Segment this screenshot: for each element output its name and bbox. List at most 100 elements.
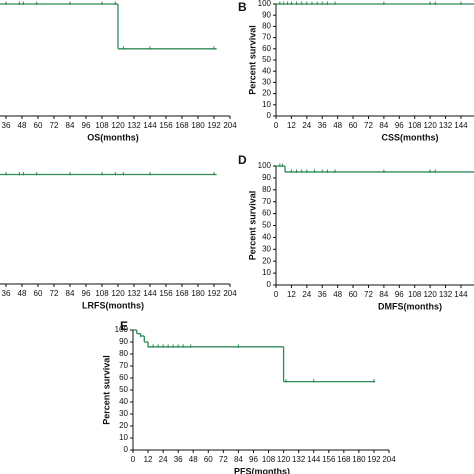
x-tick-label: 168 xyxy=(337,455,351,464)
x-tick-label: 168 xyxy=(175,121,189,130)
x-tick-label: 192 xyxy=(367,455,381,464)
x-tick-label: 156 xyxy=(159,289,173,298)
x-tick-label: 96 xyxy=(249,455,258,464)
y-tick-label: 10 xyxy=(262,100,271,109)
y-tick-label: 20 xyxy=(262,256,271,265)
y-tick-label: 20 xyxy=(119,421,128,430)
x-tick-label: 48 xyxy=(333,121,342,130)
x-tick-label: 96 xyxy=(395,290,404,299)
x-tick-label: 108 xyxy=(262,455,276,464)
y-axis-label: Percent survival xyxy=(247,191,257,261)
x-tick-label: 72 xyxy=(364,121,373,130)
x-tick-label: 60 xyxy=(34,289,43,298)
y-tick-label: 60 xyxy=(119,373,128,382)
y-tick-label: 70 xyxy=(119,361,128,370)
x-tick-label: 120 xyxy=(111,289,125,298)
x-tick-label: 120 xyxy=(111,121,125,130)
x-tick-label: 132 xyxy=(127,289,141,298)
x-tick-label: 48 xyxy=(18,121,27,130)
y-tick-label: 20 xyxy=(262,89,271,98)
y-tick-label: 30 xyxy=(119,409,128,418)
x-tick-label: 192 xyxy=(207,121,221,130)
x-tick-label: 96 xyxy=(82,289,91,298)
y-tick-label: 50 xyxy=(262,221,271,230)
x-tick-label: 84 xyxy=(379,121,388,130)
x-tick-label: 144 xyxy=(454,290,468,299)
x-tick-label: 24 xyxy=(159,455,168,464)
x-tick-label: 72 xyxy=(50,121,59,130)
y-tick-label: 0 xyxy=(267,280,272,289)
x-tick-label: 24 xyxy=(302,290,311,299)
x-tick-label: 168 xyxy=(175,289,189,298)
y-axis-label: Percent survival xyxy=(101,355,111,425)
x-tick-label: 180 xyxy=(191,289,205,298)
x-tick-label: 36 xyxy=(2,121,11,130)
x-axis-label: CSS(months) xyxy=(382,132,439,142)
x-tick-label: 12 xyxy=(287,121,296,130)
x-axis-label: PFS(months) xyxy=(234,466,290,474)
y-tick-label: 30 xyxy=(262,244,271,253)
y-tick-label: 80 xyxy=(262,185,271,194)
x-tick-label: 132 xyxy=(439,121,453,130)
x-tick-label: 120 xyxy=(277,455,291,464)
x-tick-label: 108 xyxy=(408,290,422,299)
y-tick-label: 90 xyxy=(262,173,271,182)
y-tick-label: 10 xyxy=(119,433,128,442)
y-tick-label: 10 xyxy=(262,268,271,277)
x-tick-label: 96 xyxy=(82,121,91,130)
x-tick-label: 84 xyxy=(66,121,75,130)
x-tick-label: 144 xyxy=(143,121,157,130)
y-tick-label: 100 xyxy=(258,161,272,170)
x-tick-label: 12 xyxy=(287,290,296,299)
y-tick-label: 80 xyxy=(119,349,128,358)
x-tick-label: 132 xyxy=(439,290,453,299)
x-tick-label: 180 xyxy=(352,455,366,464)
x-tick-label: 48 xyxy=(18,289,27,298)
x-tick-label: 60 xyxy=(34,121,43,130)
x-tick-label: 84 xyxy=(234,455,243,464)
x-tick-label: 36 xyxy=(2,289,11,298)
x-tick-label: 36 xyxy=(174,455,183,464)
y-tick-label: 90 xyxy=(262,10,271,19)
x-tick-label: 36 xyxy=(318,290,327,299)
x-tick-label: 48 xyxy=(333,290,342,299)
x-tick-label: 96 xyxy=(395,121,404,130)
x-tick-label: 72 xyxy=(50,289,59,298)
x-tick-label: 180 xyxy=(191,121,205,130)
panel-letter: E xyxy=(120,319,128,333)
y-tick-label: 50 xyxy=(262,55,271,64)
x-tick-label: 60 xyxy=(349,121,358,130)
x-tick-label: 72 xyxy=(219,455,228,464)
y-tick-label: 0 xyxy=(124,445,129,454)
x-tick-label: 60 xyxy=(204,455,213,464)
x-tick-label: 204 xyxy=(223,121,237,130)
y-tick-label: 70 xyxy=(262,33,271,42)
x-tick-label: 144 xyxy=(454,121,468,130)
y-tick-label: 60 xyxy=(262,44,271,53)
x-tick-label: 0 xyxy=(274,290,279,299)
x-tick-label: 0 xyxy=(274,121,279,130)
x-tick-label: 60 xyxy=(349,290,358,299)
y-tick-label: 40 xyxy=(262,66,271,75)
y-tick-label: 60 xyxy=(262,209,271,218)
x-tick-label: 72 xyxy=(364,290,373,299)
x-axis-label: DMFS(months) xyxy=(378,301,442,311)
x-tick-label: 108 xyxy=(408,121,422,130)
y-tick-label: 40 xyxy=(119,397,128,406)
y-tick-label: 50 xyxy=(119,385,128,394)
panel-letter: D xyxy=(238,153,247,167)
x-tick-label: 192 xyxy=(207,289,221,298)
x-tick-label: 0 xyxy=(131,455,136,464)
x-tick-label: 36 xyxy=(318,121,327,130)
x-tick-label: 108 xyxy=(95,121,109,130)
x-tick-label: 144 xyxy=(143,289,157,298)
x-tick-label: 48 xyxy=(189,455,198,464)
y-tick-label: 90 xyxy=(119,337,128,346)
y-tick-label: 70 xyxy=(262,197,271,206)
x-tick-label: 24 xyxy=(302,121,311,130)
y-tick-label: 80 xyxy=(262,22,271,31)
y-tick-label: 40 xyxy=(262,233,271,242)
x-tick-label: 108 xyxy=(95,289,109,298)
x-axis-label: LRFS(months) xyxy=(82,300,144,310)
